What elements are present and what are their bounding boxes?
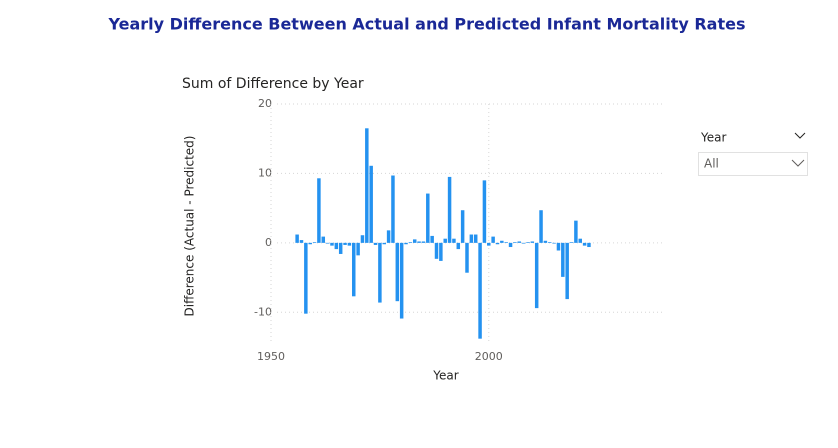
bar bbox=[561, 242, 565, 277]
bar bbox=[482, 180, 487, 243]
bar bbox=[443, 238, 447, 243]
bar bbox=[513, 242, 517, 243]
bar bbox=[412, 239, 417, 243]
bar bbox=[421, 241, 426, 243]
bar bbox=[338, 242, 343, 254]
bar bbox=[308, 242, 312, 245]
bar bbox=[452, 238, 456, 243]
bar bbox=[299, 240, 304, 243]
bar bbox=[465, 242, 469, 273]
bar bbox=[399, 242, 404, 319]
bar bbox=[330, 242, 334, 246]
bar bbox=[304, 242, 308, 314]
bar bbox=[408, 242, 413, 243]
bar bbox=[521, 242, 526, 244]
bar bbox=[504, 242, 508, 243]
bar bbox=[386, 230, 391, 243]
bar bbox=[439, 242, 443, 261]
bar bbox=[356, 242, 360, 256]
y-axis-label: Difference (Actual - Predicted) bbox=[183, 136, 197, 317]
bar bbox=[373, 242, 378, 245]
y-tick-label: -10 bbox=[254, 305, 272, 318]
slicer-title: Year bbox=[700, 131, 726, 145]
bar bbox=[548, 242, 552, 243]
bar bbox=[508, 242, 513, 248]
bar bbox=[382, 242, 386, 245]
bar bbox=[360, 235, 365, 243]
bar bbox=[473, 234, 478, 243]
bar bbox=[487, 242, 491, 246]
bar bbox=[456, 242, 461, 250]
bar bbox=[500, 240, 504, 243]
bar bbox=[574, 220, 578, 243]
slicer-collapse-icon[interactable] bbox=[794, 132, 806, 139]
bar bbox=[569, 242, 574, 243]
bar bbox=[391, 175, 395, 243]
bar bbox=[460, 210, 465, 243]
slicer-selection[interactable]: All bbox=[704, 157, 719, 171]
bar bbox=[325, 242, 330, 244]
page-title: Yearly Difference Between Actual and Pre… bbox=[108, 15, 746, 34]
x-axis-label: Year bbox=[432, 369, 458, 383]
bar bbox=[378, 242, 382, 303]
x-tick-label: 1950 bbox=[257, 350, 285, 363]
bar bbox=[317, 178, 321, 243]
bar bbox=[587, 242, 591, 248]
bar bbox=[404, 242, 408, 245]
bar bbox=[495, 242, 500, 245]
bar bbox=[347, 242, 352, 246]
x-tick-label: 2000 bbox=[475, 350, 503, 363]
bar bbox=[534, 242, 539, 309]
bar bbox=[434, 242, 439, 259]
bar bbox=[312, 242, 317, 243]
bar bbox=[343, 242, 347, 245]
bar bbox=[539, 210, 543, 243]
y-tick-label: 20 bbox=[258, 97, 272, 110]
bar bbox=[369, 165, 373, 243]
bar bbox=[578, 238, 582, 243]
chart-title: Sum of Difference by Year bbox=[182, 76, 364, 92]
bar bbox=[556, 242, 561, 251]
bar bbox=[491, 236, 495, 243]
bar bbox=[430, 235, 434, 243]
bar bbox=[395, 242, 400, 302]
bar bbox=[469, 234, 474, 243]
bar bbox=[552, 242, 556, 244]
bar bbox=[517, 241, 522, 243]
bar bbox=[417, 241, 421, 243]
bar bbox=[295, 234, 299, 243]
slicer-dropdown[interactable] bbox=[698, 152, 808, 176]
bar bbox=[365, 128, 369, 243]
bar bbox=[321, 236, 326, 243]
bar bbox=[426, 193, 430, 243]
bar bbox=[334, 242, 339, 250]
bar bbox=[582, 242, 587, 246]
bar bbox=[526, 242, 530, 243]
bar bbox=[565, 242, 569, 300]
bar bbox=[543, 240, 548, 243]
y-tick-label: 0 bbox=[265, 236, 272, 249]
bar bbox=[352, 242, 356, 297]
bar bbox=[530, 241, 535, 243]
bar bbox=[447, 176, 452, 243]
y-tick-label: 10 bbox=[258, 166, 272, 179]
dropdown-chevron[interactable] bbox=[791, 159, 805, 167]
bar bbox=[478, 242, 482, 339]
